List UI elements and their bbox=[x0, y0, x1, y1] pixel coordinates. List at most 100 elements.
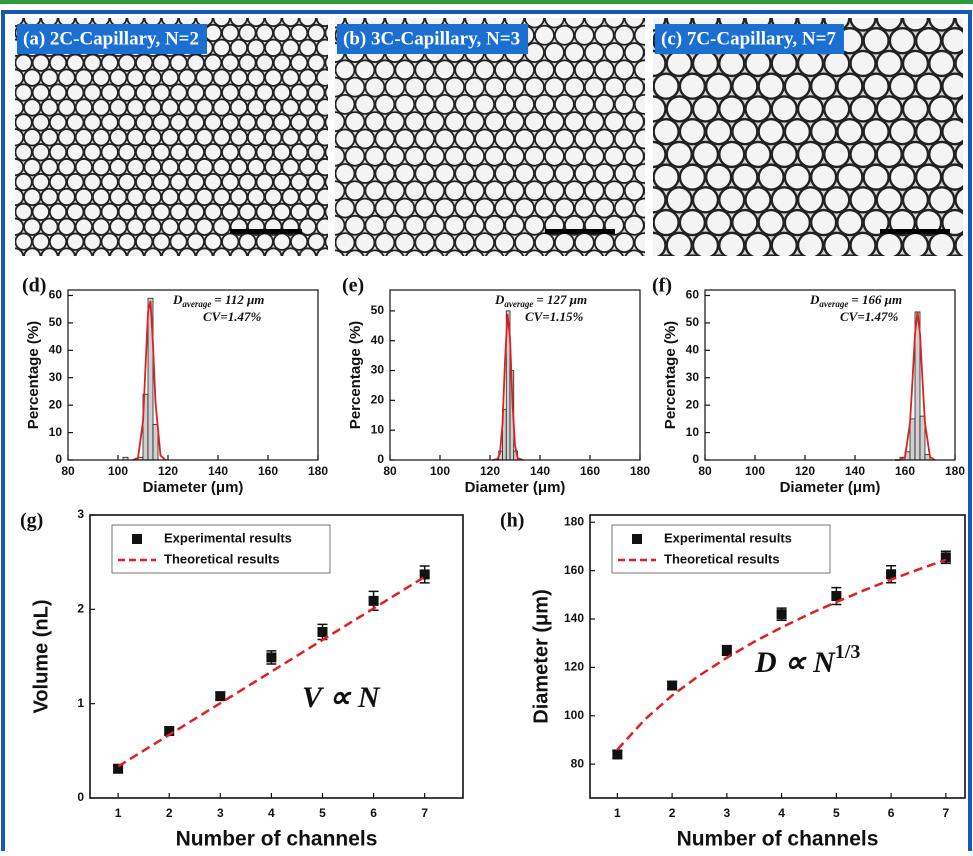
droplet bbox=[415, 233, 434, 252]
annotation-subscript: average bbox=[182, 299, 211, 309]
droplet bbox=[7, 219, 23, 235]
droplet bbox=[575, 95, 594, 114]
droplet bbox=[505, 78, 524, 97]
droplet bbox=[213, 99, 229, 115]
droplet bbox=[153, 114, 169, 130]
plot-frame bbox=[68, 290, 318, 460]
droplet bbox=[929, 142, 954, 167]
droplet bbox=[505, 147, 524, 166]
droplet bbox=[248, 129, 264, 145]
droplet bbox=[162, 219, 178, 235]
droplet bbox=[239, 174, 255, 190]
droplet bbox=[119, 174, 135, 190]
droplet bbox=[746, 187, 771, 212]
droplet bbox=[746, 233, 771, 258]
droplet bbox=[282, 129, 298, 145]
droplet bbox=[58, 99, 74, 115]
droplet bbox=[772, 233, 797, 258]
droplet bbox=[465, 181, 484, 200]
droplet bbox=[76, 189, 92, 205]
droplet bbox=[162, 99, 178, 115]
y-axis-title: Volume (nL) bbox=[30, 599, 52, 713]
droplet bbox=[265, 40, 281, 56]
annotation-subscript: average bbox=[504, 299, 533, 309]
droplet bbox=[759, 74, 784, 99]
droplet bbox=[308, 25, 324, 41]
droplet bbox=[615, 164, 634, 183]
droplet bbox=[308, 55, 324, 71]
annotation-text: = 112 μm bbox=[214, 292, 264, 307]
droplet bbox=[615, 199, 634, 218]
droplet bbox=[33, 55, 49, 71]
droplet bbox=[772, 187, 797, 212]
x-tick-label: 180 bbox=[630, 464, 650, 478]
y-tick-label: 50 bbox=[371, 303, 385, 317]
y-tick-label: 0 bbox=[692, 452, 699, 466]
droplet bbox=[326, 147, 345, 166]
droplet bbox=[515, 60, 534, 79]
y-tick-label: 1 bbox=[77, 696, 84, 710]
droplet bbox=[248, 248, 264, 264]
droplet bbox=[102, 114, 118, 130]
droplet bbox=[33, 174, 49, 190]
droplet bbox=[903, 142, 928, 167]
droplet bbox=[475, 233, 494, 252]
droplet bbox=[317, 40, 333, 56]
droplet bbox=[41, 69, 57, 85]
droplet bbox=[385, 112, 404, 131]
droplet bbox=[265, 99, 281, 115]
droplet bbox=[179, 69, 195, 85]
droplet bbox=[732, 165, 757, 190]
x-tick-label: 2 bbox=[166, 806, 173, 820]
droplet bbox=[706, 74, 731, 99]
droplet bbox=[136, 204, 152, 220]
data-point bbox=[722, 645, 732, 655]
droplet bbox=[67, 233, 83, 249]
droplet bbox=[667, 233, 692, 258]
droplet bbox=[605, 181, 624, 200]
droplet bbox=[102, 55, 118, 71]
droplet bbox=[445, 181, 464, 200]
droplet bbox=[196, 159, 212, 175]
droplet bbox=[824, 142, 849, 167]
droplet bbox=[445, 112, 464, 131]
droplet bbox=[136, 84, 152, 100]
droplet bbox=[485, 112, 504, 131]
droplet bbox=[213, 189, 229, 205]
x-axis-title: Number of channels bbox=[677, 828, 879, 851]
droplet bbox=[188, 84, 204, 100]
droplet bbox=[7, 189, 23, 205]
droplet bbox=[274, 114, 290, 130]
droplet bbox=[545, 43, 564, 62]
annotation-text: = 127 μm bbox=[536, 292, 587, 307]
droplet bbox=[505, 112, 524, 131]
droplet bbox=[465, 216, 484, 235]
droplet bbox=[555, 60, 574, 79]
droplet bbox=[213, 219, 229, 235]
droplet bbox=[256, 25, 272, 41]
droplet bbox=[308, 233, 324, 249]
droplet bbox=[93, 189, 109, 205]
droplet bbox=[15, 233, 31, 249]
x-tick-label: 6 bbox=[888, 806, 895, 820]
y-tick-label: 2 bbox=[77, 602, 84, 616]
droplet bbox=[300, 159, 316, 175]
droplet bbox=[785, 256, 810, 281]
top-rule bbox=[0, 0, 973, 4]
x-tick-label: 1 bbox=[115, 806, 122, 820]
droplet bbox=[545, 181, 564, 200]
droplet bbox=[525, 112, 544, 131]
droplet bbox=[326, 216, 345, 235]
droplet bbox=[127, 99, 143, 115]
droplet bbox=[837, 165, 862, 190]
droplet bbox=[635, 60, 654, 79]
droplet bbox=[405, 78, 424, 97]
annotation: Daverage= 127 μm bbox=[494, 292, 587, 309]
droplet bbox=[213, 40, 229, 56]
droplet bbox=[84, 204, 100, 220]
panel-label: (d) bbox=[22, 275, 46, 297]
droplet bbox=[41, 159, 57, 175]
droplet bbox=[248, 189, 264, 205]
